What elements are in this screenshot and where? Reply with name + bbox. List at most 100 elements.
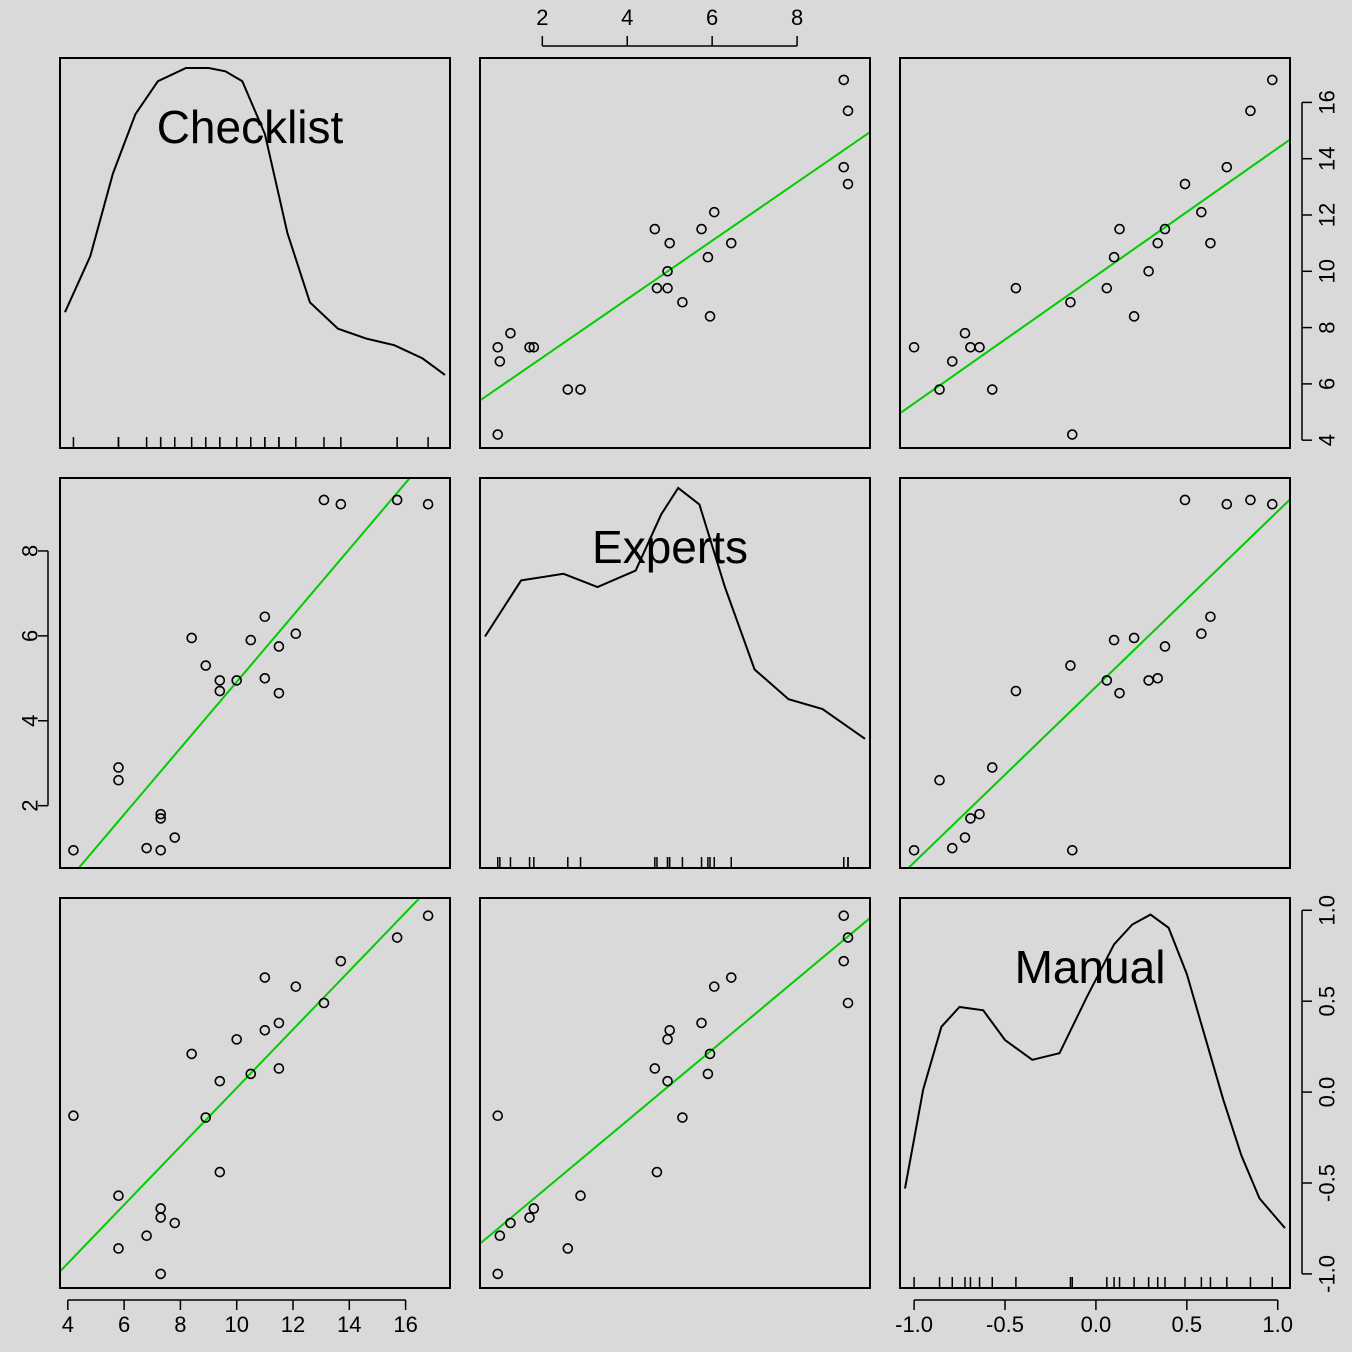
data-point [528,341,540,353]
data-point [662,1075,673,1087]
data-point [186,632,197,644]
y-axis-right-manual: -1.0 -0.5 0.0 0.5 1.0 [1301,895,1340,1293]
tick-label: 0.5 [1172,1312,1203,1337]
data-point [696,1017,707,1029]
data-point [214,685,226,697]
data-point [113,762,124,773]
data-point [155,1212,167,1223]
tick-label: 2 [536,5,548,30]
data-point [318,494,330,506]
data-point [524,1212,535,1223]
tick-label: -0.5 [1315,1164,1340,1202]
tick-label: 1.0 [1315,895,1340,926]
data-point [1066,429,1078,440]
data-point [946,356,958,367]
data-point [986,384,998,395]
data-point [169,1217,181,1229]
data-point [959,832,971,843]
data-point [290,981,302,992]
data-point [1101,282,1113,294]
x-axis-bottom-manual: -1.0 -0.5 0.0 0.5 1.0 [895,1299,1293,1337]
tick-label: 8 [174,1312,186,1337]
data-point [422,498,434,510]
data-point [725,972,737,983]
tick-label: 8 [791,5,803,30]
tick-label: -1.0 [895,1312,933,1337]
data-point [575,384,586,395]
tick-label: -1.0 [1315,1255,1340,1293]
data-point [1196,628,1207,640]
regression-line [480,130,870,402]
data-point [649,223,661,235]
tick-label: 16 [393,1312,417,1337]
data-point [1196,206,1207,218]
panel-checklist-vs-experts [479,57,871,449]
data-point [965,813,976,824]
data-point [908,341,920,353]
tick-label: 12 [1315,203,1340,227]
data-point [1205,611,1216,623]
data-point [1101,675,1113,686]
data-point [155,808,167,820]
data-point [974,808,985,820]
regression-line [77,478,412,868]
data-point [562,384,574,395]
tick-label: 4 [62,1312,74,1337]
y-axis-left-experts: 2 4 6 8 [18,545,49,812]
tick-label: -0.5 [986,1312,1024,1337]
density-curve-experts [484,486,866,740]
panel-manual-vs-checklist [59,897,451,1289]
tick-label: 16 [1315,90,1340,114]
data-point [1108,251,1120,263]
data-point [335,498,347,510]
data-point [492,429,504,440]
data-point [155,844,167,856]
data-point [1114,223,1125,235]
data-point [1128,311,1140,322]
data-point [842,932,854,943]
data-point [1128,632,1140,644]
data-point [1143,265,1154,277]
data-point [704,1048,716,1060]
data-point [1065,660,1076,671]
data-point [708,206,720,218]
data-point [141,1230,152,1242]
data-point [290,628,302,640]
data-point [155,813,167,824]
data-point [965,341,976,353]
data-point [1114,687,1125,699]
tick-label: 12 [281,1312,305,1337]
data-point [838,910,850,922]
tick-label: 14 [1315,146,1340,170]
data-point [651,282,663,294]
data-point [528,1203,540,1214]
data-point [838,74,850,86]
data-point [696,223,707,235]
variable-label-manual: Manual [1015,941,1166,993]
data-point [1245,105,1256,117]
data-point [214,675,226,686]
data-point [677,1112,688,1123]
panel-frame [59,897,451,1289]
regression-line [480,916,870,1245]
data-point [113,774,124,786]
tick-label: 2 [18,800,43,812]
data-point [1065,296,1076,308]
data-point [318,997,330,1009]
x-axis-bottom-checklist: 4 6 8 10 12 14 16 [62,1299,418,1337]
data-point [1205,237,1216,249]
tick-label: 14 [337,1312,361,1337]
data-point [273,687,285,699]
panel-checklist-vs-manual [899,57,1291,449]
tick-label: 10 [224,1312,248,1337]
data-point [649,1063,661,1074]
data-point [492,341,504,353]
data-point [842,178,854,190]
data-point [231,675,243,686]
data-point [169,832,181,843]
data-point [1221,161,1233,173]
data-point [1010,282,1022,294]
tick-label: 8 [1315,321,1340,333]
data-point [155,1203,167,1214]
tick-label: 8 [18,545,43,557]
